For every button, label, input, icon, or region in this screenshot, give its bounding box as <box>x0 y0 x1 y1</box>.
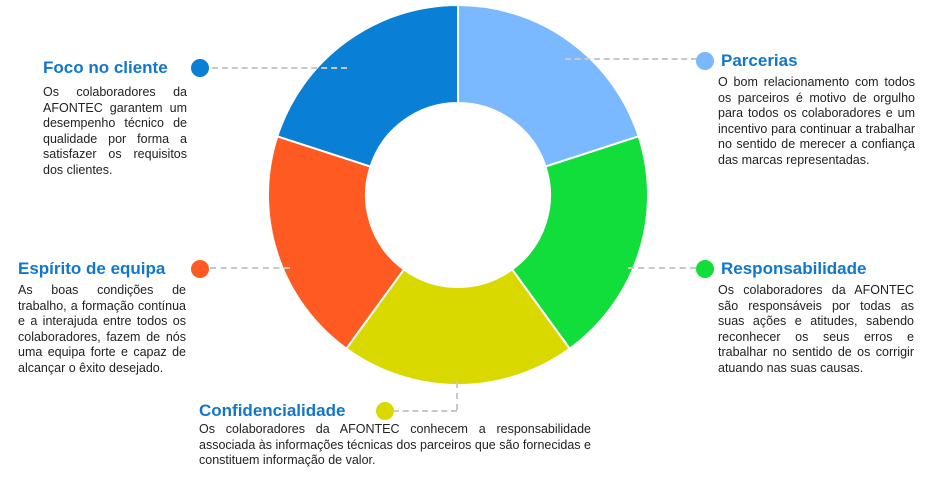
connector-confidencialidade-vertical <box>456 382 458 410</box>
confidencialidade-dot <box>376 402 394 420</box>
espirito-description: As boas condições de trabalho, a formaçã… <box>18 283 186 375</box>
responsabilidade-description: Os colaboradores da AFONTEC são responsá… <box>718 283 914 375</box>
connector-foco <box>212 67 347 69</box>
foco-dot <box>191 59 209 77</box>
connector-parcerias <box>565 58 697 60</box>
espirito-title: Espírito de equipa <box>18 259 166 278</box>
confidencialidade-title: Confidencialidade <box>199 401 346 420</box>
donut-slice-espirito <box>267 135 406 351</box>
connector-confidencialidade <box>393 410 457 412</box>
responsabilidade-dot <box>696 260 714 278</box>
connector-espirito <box>210 267 290 269</box>
parcerias-dot <box>696 52 714 70</box>
espirito-dot <box>191 260 209 278</box>
donut-slice-parcerias <box>457 3 640 168</box>
donut-slice-responsabilidade <box>510 135 649 351</box>
confidencialidade-description: Os colaboradores da AFONTEC conhecem a r… <box>199 422 591 467</box>
foco-description: Os colaboradores da AFONTEC garantem um … <box>43 85 187 177</box>
foco-title: Foco no cliente <box>43 58 168 77</box>
parcerias-title: Parcerias <box>721 51 798 70</box>
parcerias-description: O bom relacionamento com todos os parcei… <box>718 75 915 167</box>
donut-slice-confidencialidade <box>344 268 572 386</box>
responsabilidade-title: Responsabilidade <box>721 259 867 278</box>
donut-slice-foco <box>276 3 459 168</box>
connector-responsabilidade <box>628 267 696 269</box>
